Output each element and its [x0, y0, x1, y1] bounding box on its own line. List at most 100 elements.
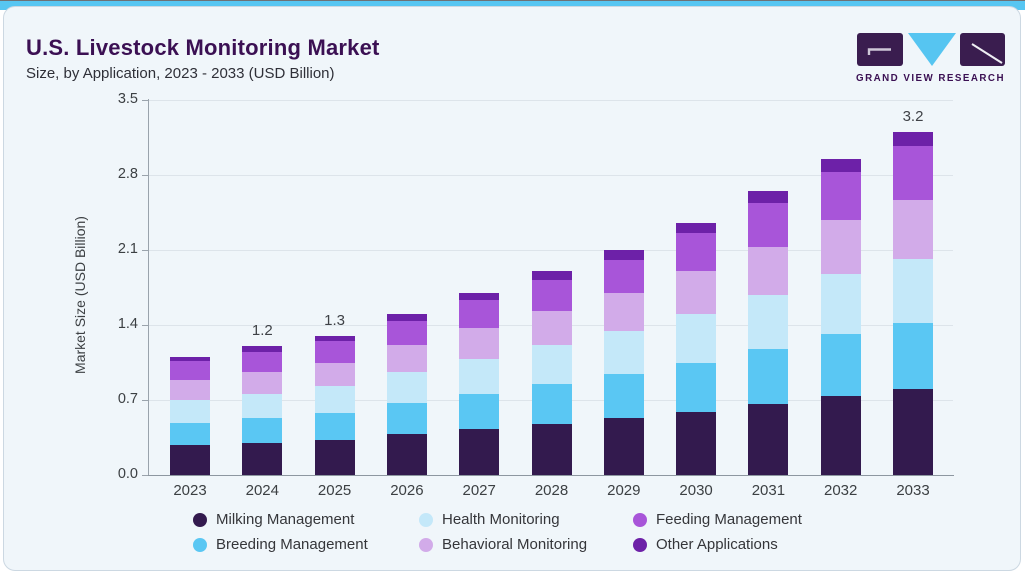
bar-segment-2030-health-monitoring: [676, 314, 717, 363]
y-tick-label: 0.7: [117, 391, 138, 407]
bar-segment-2023-behavioral-monitoring: [170, 379, 210, 400]
x-axis-label-2033: 2033: [896, 482, 930, 499]
bar-segment-2028-other-applications: [531, 271, 572, 280]
bar-segment-2033-other-applications: [893, 132, 933, 147]
legend-label: Behavioral Monitoring: [442, 536, 588, 553]
gridline-3.5: [148, 100, 953, 101]
bar-segment-2030-milking-management: [676, 411, 717, 475]
x-axis-label-2024: 2024: [245, 482, 279, 499]
bar-segment-2024-milking-management: [242, 442, 283, 475]
legend-dot-icon: [419, 512, 433, 527]
y-axis-title: Market Size (USD Billion): [72, 216, 88, 374]
y-tick-3.5: [142, 100, 148, 101]
bar-segment-2028-milking-management: [531, 423, 572, 475]
plot-area: 1.2 1.3 3.2: [148, 100, 953, 475]
bar-segment-2024-other-applications: [242, 346, 283, 352]
y-tick-label: 3.5: [117, 91, 138, 107]
bar-segment-2026-health-monitoring: [386, 372, 427, 404]
y-tick-2.1: [142, 250, 148, 251]
bar-segment-2031-milking-management: [748, 404, 789, 475]
bar-total-label-2024: 1.2: [251, 322, 273, 340]
y-tick-label: 1.4: [117, 316, 138, 332]
legend-item-feeding-management: Feeding Management: [633, 511, 802, 528]
y-tick-0.7: [142, 400, 148, 401]
bar-segment-2031-health-monitoring: [748, 295, 789, 349]
legend-dot-icon: [419, 537, 433, 552]
bar-segment-2024-breeding-management: [242, 418, 283, 443]
bar-segment-2026-feeding-management: [386, 320, 427, 346]
legend-dot-icon: [633, 537, 647, 552]
bar-segment-2028-breeding-management: [531, 383, 572, 424]
bar-segment-2033-feeding-management: [893, 146, 933, 200]
bar-total-label-2033: 3.2: [902, 108, 924, 126]
bar-segment-2033-behavioral-monitoring: [893, 199, 933, 259]
x-axis-label-2028: 2028: [534, 482, 569, 499]
accent-top-strip: [0, 0, 1025, 10]
bar-segment-2029-health-monitoring: [603, 331, 644, 375]
bar-segment-2023-health-monitoring: [170, 400, 210, 423]
legend-item-breeding-management: Breeding Management: [193, 536, 419, 553]
chart-legend: Milking Management Health Monitoring Feedi…: [193, 511, 802, 553]
legend-item-health-monitoring: Health Monitoring: [419, 511, 633, 528]
bar-segment-2032-milking-management: [820, 395, 861, 475]
bar-segment-2029-breeding-management: [603, 374, 644, 419]
bar-segment-2027-behavioral-monitoring: [459, 328, 500, 360]
logo-wordmark: GRAND VIEW RESEARCH: [856, 73, 1005, 84]
legend-label: Other Applications: [656, 536, 778, 553]
legend-item-behavioral-monitoring: Behavioral Monitoring: [419, 536, 633, 553]
bar-segment-2028-feeding-management: [531, 280, 572, 312]
y-tick-label: 2.1: [117, 241, 138, 257]
logo-v-triangle: [908, 33, 956, 66]
brand-logo: GRAND VIEW RESEARCH: [856, 33, 1006, 90]
bar-segment-2024-feeding-management: [242, 351, 283, 373]
logo-r-stroke: [971, 43, 1003, 64]
y-tick-1.4: [142, 325, 148, 326]
bar-segment-2028-health-monitoring: [531, 345, 572, 384]
bar-segment-2026-other-applications: [386, 314, 427, 321]
legend-item-milking-management: Milking Management: [193, 511, 419, 528]
bar-total-label-2025: 1.3: [324, 311, 346, 329]
bar-segment-2029-behavioral-monitoring: [603, 292, 644, 332]
bar-segment-2026-behavioral-monitoring: [386, 345, 427, 373]
bar-segment-2027-health-monitoring: [459, 359, 500, 394]
bar-segment-2029-milking-management: [603, 418, 644, 475]
x-axis-label-2031: 2031: [751, 482, 786, 499]
bar-segment-2024-health-monitoring: [242, 393, 283, 419]
legend-label: Health Monitoring: [442, 511, 560, 528]
bar-segment-2025-other-applications: [314, 335, 355, 342]
bar-segment-2025-breeding-management: [314, 412, 355, 440]
bar-segment-2028-behavioral-monitoring: [531, 311, 572, 346]
bar-segment-2030-other-applications: [676, 223, 717, 233]
bar-segment-2032-health-monitoring: [820, 273, 861, 334]
bar-segment-2027-feeding-management: [459, 300, 500, 329]
x-axis-label-2023: 2023: [173, 482, 207, 499]
legend-label: Feeding Management: [656, 511, 802, 528]
legend-dot-icon: [633, 512, 647, 527]
legend-item-other-applications: Other Applications: [633, 536, 802, 553]
bar-segment-2032-behavioral-monitoring: [820, 220, 861, 274]
bar-segment-2030-behavioral-monitoring: [676, 271, 717, 315]
y-tick-2.8: [142, 175, 148, 176]
x-axis-line: [148, 475, 954, 476]
y-tick-label: 2.8: [117, 166, 138, 182]
legend-dot-icon: [193, 512, 207, 527]
bar-segment-2029-feeding-management: [603, 259, 644, 293]
bar-segment-2031-breeding-management: [748, 348, 789, 405]
x-axis-label-2026: 2026: [390, 482, 424, 499]
bar-segment-2027-breeding-management: [459, 393, 500, 429]
bar-segment-2033-milking-management: [893, 389, 933, 475]
bar-segment-2031-feeding-management: [748, 202, 789, 247]
x-axis-label-2030: 2030: [679, 482, 713, 499]
bar-segment-2032-breeding-management: [820, 333, 861, 396]
x-axis-label-2029: 2029: [607, 482, 641, 499]
bar-segment-2025-feeding-management: [314, 341, 355, 363]
bar-segment-2033-breeding-management: [893, 322, 933, 390]
y-tick-0.0: [142, 475, 148, 476]
legend-dot-icon: [193, 537, 207, 552]
legend-label: Breeding Management: [216, 536, 368, 553]
page-title: U.S. Livestock Monitoring Market: [26, 35, 380, 60]
gridline-2.8: [148, 175, 953, 176]
bar-segment-2025-milking-management: [314, 439, 355, 475]
logo-g-stroke: [867, 48, 891, 55]
